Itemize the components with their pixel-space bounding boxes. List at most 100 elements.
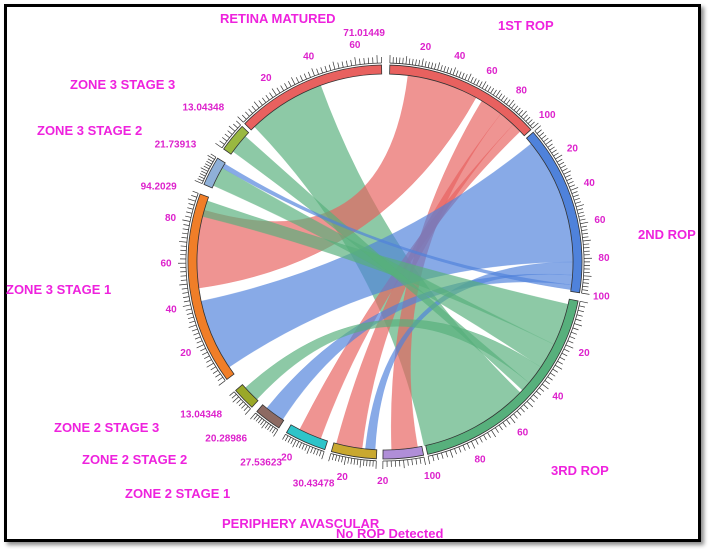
tick-label-end: 71.01449 (343, 28, 385, 39)
tick-label: 80 (165, 213, 177, 224)
tick-mark (571, 331, 577, 335)
tick-label-end: 27.53623 (240, 457, 282, 468)
tick-mark (311, 68, 315, 77)
tick-mark (334, 454, 338, 461)
tick-mark (552, 368, 558, 373)
rim-line (233, 391, 251, 410)
tick-mark (498, 93, 503, 99)
tick-mark (260, 419, 265, 426)
tick-mark (299, 75, 304, 81)
tick-mark (544, 380, 550, 385)
tick-mark (193, 332, 200, 336)
segment-bar (382, 445, 425, 460)
tick-mark (458, 71, 462, 78)
tick-mark (577, 208, 584, 211)
tick-mark (494, 427, 499, 433)
tick-mark (288, 81, 292, 87)
segment-bar (203, 157, 226, 189)
segment-label: ZONE 3 STAGE 3 (70, 77, 175, 92)
tick-mark (572, 194, 579, 198)
tick-mark (194, 336, 201, 340)
tick-mark (187, 207, 194, 210)
rim-line (243, 62, 382, 123)
tick-mark (282, 434, 286, 440)
tick-mark (203, 165, 210, 170)
tick-label-end: 30.43478 (293, 478, 335, 489)
tick-label: 20 (180, 348, 192, 359)
segment-label: ZONE 2 STAGE 3 (54, 420, 159, 435)
tick-mark (411, 459, 413, 466)
segment-label: 3RD ROP (551, 463, 609, 478)
tick-mark (186, 312, 193, 315)
segment-3rd-rop: 20 40 60 80 100 3RD ROP (424, 298, 609, 482)
tick-mark (210, 153, 217, 158)
tick-mark (541, 383, 549, 390)
tick-label: 60 (160, 259, 172, 270)
tick-mark (567, 340, 574, 344)
segment-label: PERIPHERY AVASCULAR (222, 516, 380, 531)
tick-mark (582, 236, 589, 238)
tick-mark (310, 447, 314, 454)
tick-mark (201, 170, 207, 175)
rim-line (285, 433, 325, 452)
tick-mark (224, 133, 230, 139)
tick-mark (513, 413, 518, 419)
tick-mark (581, 232, 589, 235)
tick-mark (191, 328, 198, 332)
tick-mark (262, 97, 267, 103)
tick-mark (253, 101, 260, 109)
segment-bar (425, 298, 579, 455)
tick-mark (446, 67, 450, 73)
tick-mark (237, 116, 244, 123)
tick-mark (526, 401, 534, 408)
tick-mark (319, 450, 322, 457)
segment-label: ZONE 2 STAGE 2 (82, 452, 187, 467)
tick-mark (407, 459, 409, 466)
tick-mark (200, 348, 206, 352)
tick-mark (304, 445, 308, 451)
tick-mark (545, 139, 553, 145)
tick-mark (487, 432, 491, 438)
tick-mark (543, 137, 549, 143)
tick-mark (449, 449, 454, 458)
tick-mark (441, 452, 444, 459)
tick-mark (511, 103, 516, 109)
tick-mark (440, 65, 443, 72)
tick-mark (200, 167, 209, 172)
tick-mark (243, 406, 249, 412)
tick-label: 20 (567, 144, 579, 155)
rim-line (255, 412, 279, 430)
tick-mark (354, 57, 357, 66)
tick-mark (306, 446, 311, 454)
tick-mark (576, 314, 583, 317)
segment-zone-3-stage-3: 13.04348 ZONE 3 STAGE 3 (70, 77, 250, 155)
tick-mark (461, 72, 465, 79)
tick-mark (253, 414, 258, 420)
tick-mark (580, 300, 588, 304)
tick-mark (202, 351, 208, 356)
segment-label: ZONE 2 STAGE 1 (125, 486, 230, 501)
tick-mark (250, 412, 256, 420)
tick-mark (191, 194, 197, 198)
tick-mark (178, 241, 188, 243)
tick-mark (197, 178, 204, 182)
tick-label: 100 (539, 110, 556, 121)
tick-label-end: 13.04348 (182, 102, 224, 113)
tick-label: 60 (349, 40, 361, 51)
tick-mark (324, 65, 328, 72)
tick-mark (331, 454, 335, 461)
chords-group (196, 75, 574, 451)
tick-mark (341, 61, 344, 68)
tick-mark (228, 125, 236, 132)
tick-label-end: 20.28986 (205, 433, 247, 444)
tick-label: 40 (303, 52, 315, 63)
tick-mark (290, 438, 294, 445)
tick-mark (527, 119, 533, 124)
tick-mark (539, 132, 545, 137)
tick-mark (487, 86, 492, 92)
tick-mark (565, 344, 574, 349)
tick-mark (343, 457, 347, 466)
tick-mark (554, 364, 563, 370)
rim-line (201, 156, 217, 184)
tick-mark (421, 58, 424, 67)
